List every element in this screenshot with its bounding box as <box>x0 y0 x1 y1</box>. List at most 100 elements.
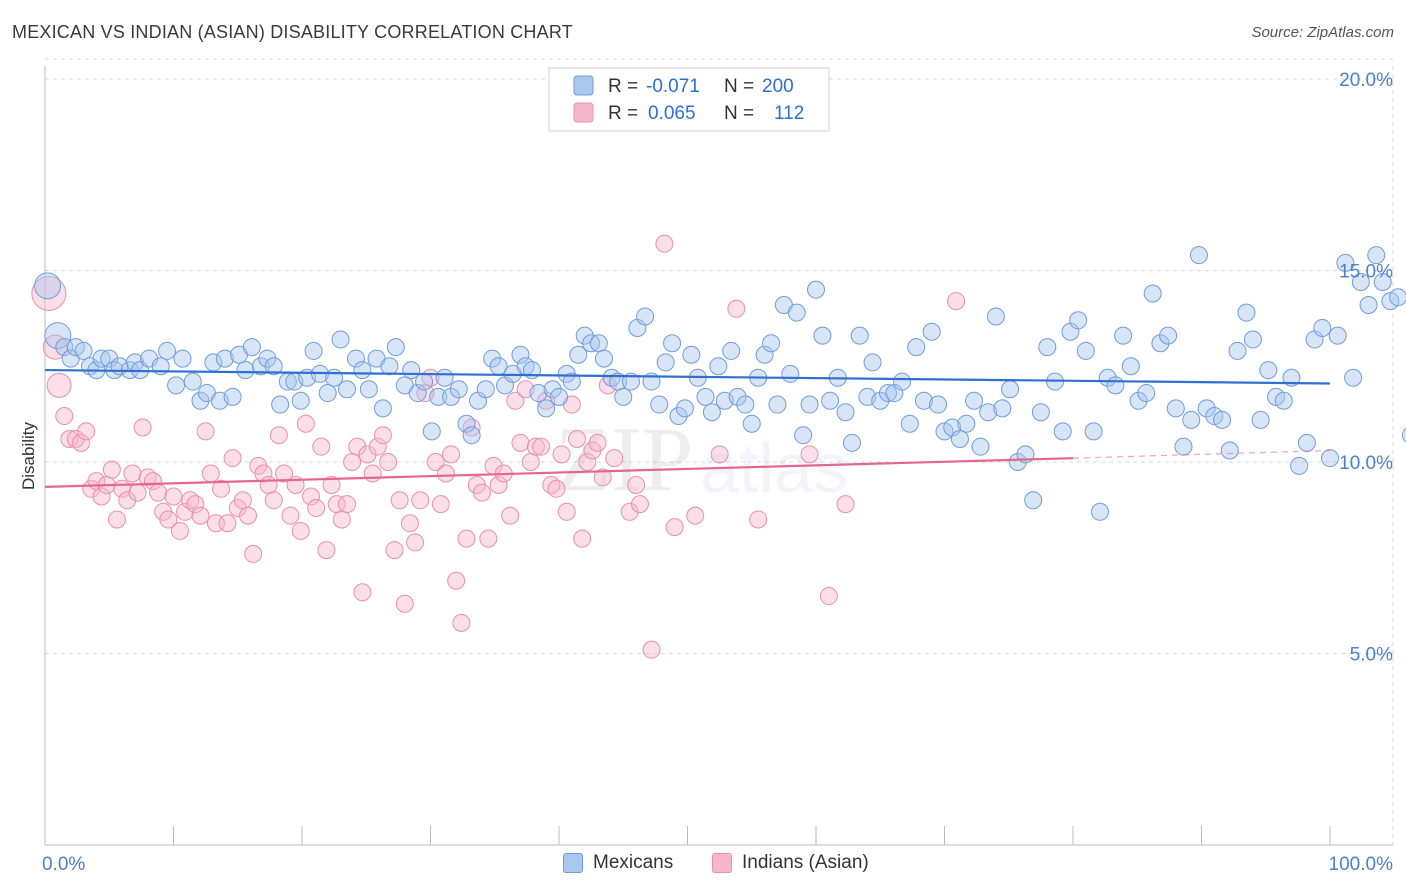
indians-point <box>348 437 367 456</box>
mexicans-point <box>74 341 93 360</box>
indians-point <box>133 418 152 437</box>
indians-point <box>642 640 661 659</box>
mexicans-point <box>100 349 119 368</box>
indians-point <box>322 475 341 494</box>
mexicans-point <box>907 338 926 357</box>
axes <box>44 66 1393 846</box>
legend-swatch-indians <box>573 102 594 123</box>
mexicans-point <box>271 395 290 414</box>
mexicans-point <box>850 326 869 345</box>
indians-point <box>400 514 419 533</box>
indians-point <box>627 475 646 494</box>
mexicans-point <box>462 426 481 445</box>
mexicans-point <box>529 384 548 403</box>
indians-point <box>665 518 684 537</box>
mexicans-point <box>34 272 62 300</box>
legend-item-indians[interactable]: Indians (Asian) <box>712 852 869 874</box>
indians-point <box>233 491 252 510</box>
indians-point <box>567 430 586 449</box>
mexicans-point <box>842 433 861 452</box>
indians-point <box>395 594 414 613</box>
mexicans-point <box>1243 330 1262 349</box>
mexicans-point <box>44 322 72 350</box>
indians-point <box>92 487 111 506</box>
indians-point <box>800 445 819 464</box>
indians-point <box>436 464 455 483</box>
mexicans-point <box>575 326 594 345</box>
indians-point <box>275 464 294 483</box>
indians-point <box>118 491 137 510</box>
mexicans-point <box>543 380 562 399</box>
mexicans-point <box>1001 380 1020 399</box>
indians-point <box>102 460 121 479</box>
mexicans-point <box>429 387 448 406</box>
watermark-zip: ZIP <box>555 408 693 510</box>
indians-point <box>557 502 576 521</box>
mexicans-point <box>511 345 530 364</box>
mexicans-point <box>562 372 581 391</box>
mexicans-point <box>993 399 1012 418</box>
indians-point <box>317 541 336 560</box>
mexicans-point <box>1389 288 1406 307</box>
indians-point <box>291 521 310 540</box>
mexicans-point <box>914 391 933 410</box>
y-tick-labels: 5.0% 10.0% 15.0% 20.0% <box>1339 70 1393 666</box>
indians-point <box>201 464 220 483</box>
mexicans-point <box>755 345 774 364</box>
mexicans-point <box>682 345 701 364</box>
indians-point <box>77 422 96 441</box>
indians-point <box>343 453 362 471</box>
indians-point <box>281 506 300 525</box>
y-tick-label: 15.0% <box>1339 262 1393 283</box>
mexicans-point <box>950 430 969 449</box>
indians-point <box>532 437 551 456</box>
legend-label-mexicans: Mexicans <box>593 852 674 873</box>
mexicans-point <box>1328 326 1347 345</box>
mexicans-point <box>1313 318 1332 337</box>
mexicans-point <box>807 280 825 299</box>
indians-trend-line <box>44 457 1074 488</box>
indians-point <box>385 541 404 560</box>
indians-point <box>379 453 398 471</box>
mexicans-point <box>236 361 255 380</box>
mexicans-point <box>1008 453 1027 471</box>
mexicans-point <box>415 372 434 391</box>
y-tick-label: 5.0% <box>1350 645 1393 666</box>
indians-point <box>170 521 189 540</box>
mexicans-point <box>957 414 976 433</box>
indians-point <box>176 502 195 521</box>
legend-r-label: R = <box>608 76 638 97</box>
legend-item-mexicans[interactable]: Mexicans <box>563 852 673 874</box>
indians-point <box>836 495 855 514</box>
mexicans-point <box>191 391 210 410</box>
mexicans-point <box>569 345 588 364</box>
indians-point <box>55 407 74 426</box>
mexicans-point <box>1373 272 1392 291</box>
indians-point <box>128 483 147 502</box>
indians-trend-extension <box>1072 449 1331 459</box>
indians-point <box>363 464 382 483</box>
indians-point <box>411 491 430 510</box>
mexicans-point <box>1151 334 1170 353</box>
y-tick-label: 10.0% <box>1339 453 1393 474</box>
mexicans-point <box>1344 368 1363 387</box>
mexicans-point <box>1228 341 1247 360</box>
indians-point <box>307 498 326 517</box>
mexicans-point <box>986 307 1005 326</box>
mexicans-point <box>1038 338 1057 357</box>
indians-point <box>337 495 356 514</box>
indians-point <box>442 445 461 464</box>
mexicans-point <box>971 437 990 456</box>
indians-point <box>46 372 72 398</box>
mexicans-point <box>836 403 855 422</box>
mexicans-point <box>900 414 919 433</box>
indians-point <box>368 437 387 456</box>
indians-point <box>218 514 237 533</box>
indians-point <box>264 491 283 510</box>
indians-point <box>406 533 425 552</box>
mexicans-point <box>1121 357 1140 376</box>
indians-point <box>239 506 258 525</box>
mexicans-point <box>1359 295 1378 314</box>
mexicans-point <box>1069 311 1088 330</box>
